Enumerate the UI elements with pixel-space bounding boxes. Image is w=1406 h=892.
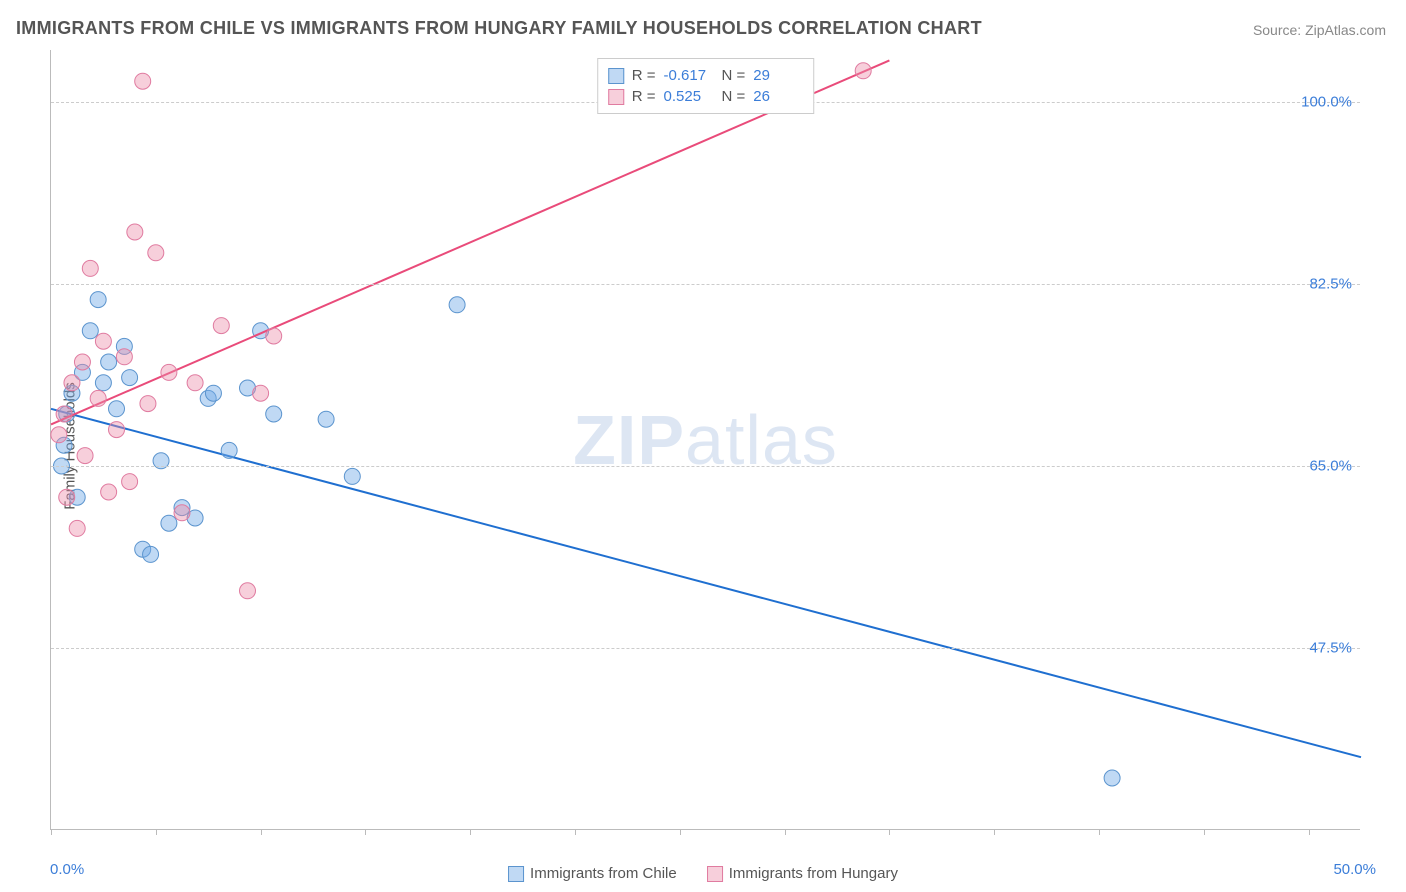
data-point (266, 328, 282, 344)
data-point (174, 505, 190, 521)
data-point (82, 260, 98, 276)
data-point (101, 354, 117, 370)
data-point (51, 427, 67, 443)
x-tick (785, 829, 786, 835)
data-point (122, 370, 138, 386)
legend-swatch (608, 68, 624, 84)
legend-swatch (508, 866, 524, 882)
gridline (51, 284, 1360, 285)
r-value: -0.617 (664, 67, 714, 84)
data-point (344, 468, 360, 484)
x-tick (1204, 829, 1205, 835)
series-name: Immigrants from Chile (530, 865, 677, 882)
y-tick-label: 82.5% (1309, 276, 1352, 293)
x-tick (156, 829, 157, 835)
gridline (51, 648, 1360, 649)
n-value: 26 (753, 88, 803, 105)
data-point (161, 515, 177, 531)
correlation-legend: R = -0.617 N = 29 R = 0.525 N = 26 (597, 58, 815, 114)
data-point (90, 292, 106, 308)
data-point (140, 396, 156, 412)
plot-area: ZIPatlas R =-0.617N =29R =0.525N =26 100… (50, 50, 1360, 830)
x-tick (680, 829, 681, 835)
data-point (122, 474, 138, 490)
x-tick (365, 829, 366, 835)
r-label: R = (632, 67, 656, 84)
data-point (143, 546, 159, 562)
series-legend-item: Immigrants from Chile (508, 865, 677, 882)
data-point (101, 484, 117, 500)
data-point (74, 354, 90, 370)
y-tick-label: 47.5% (1309, 640, 1352, 657)
data-point (187, 375, 203, 391)
data-point (855, 63, 871, 79)
data-point (148, 245, 164, 261)
chart-title: IMMIGRANTS FROM CHILE VS IMMIGRANTS FROM… (16, 18, 982, 39)
legend-row: R = 0.525 N = 26 (608, 86, 804, 107)
x-tick (470, 829, 471, 835)
data-point (1104, 770, 1120, 786)
x-axis-min-label: 0.0% (50, 861, 84, 878)
n-value: 29 (753, 67, 803, 84)
data-point (109, 401, 125, 417)
data-point (127, 224, 143, 240)
x-tick (575, 829, 576, 835)
gridline (51, 466, 1360, 467)
data-point (221, 442, 237, 458)
data-point (90, 390, 106, 406)
legend-swatch (608, 89, 624, 105)
series-legend-item: Immigrants from Hungary (707, 865, 898, 882)
series-name: Immigrants from Hungary (729, 865, 898, 882)
plot-svg (51, 50, 1360, 829)
data-point (253, 385, 269, 401)
data-point (59, 489, 75, 505)
data-point (161, 364, 177, 380)
n-label: N = (722, 67, 746, 84)
data-point (82, 323, 98, 339)
data-point (135, 73, 151, 89)
chart-container: IMMIGRANTS FROM CHILE VS IMMIGRANTS FROM… (0, 0, 1406, 892)
source-label: Source: ZipAtlas.com (1253, 22, 1386, 38)
x-tick (1309, 829, 1310, 835)
x-axis-max-label: 50.0% (1333, 861, 1376, 878)
data-point (69, 520, 85, 536)
r-label: R = (632, 88, 656, 105)
data-point (240, 583, 256, 599)
x-tick (889, 829, 890, 835)
series-legend: Immigrants from Chile Immigrants from Hun… (508, 865, 898, 882)
data-point (213, 318, 229, 334)
data-point (116, 349, 132, 365)
data-point (266, 406, 282, 422)
data-point (205, 385, 221, 401)
data-point (56, 406, 72, 422)
legend-swatch (707, 866, 723, 882)
data-point (109, 422, 125, 438)
data-point (77, 448, 93, 464)
x-tick (994, 829, 995, 835)
x-tick (51, 829, 52, 835)
legend-row: R = -0.617 N = 29 (608, 65, 804, 86)
x-tick (1099, 829, 1100, 835)
data-point (95, 375, 111, 391)
x-tick (261, 829, 262, 835)
y-tick-label: 100.0% (1301, 94, 1352, 111)
data-point (449, 297, 465, 313)
y-tick-label: 65.0% (1309, 458, 1352, 475)
data-point (318, 411, 334, 427)
r-value: 0.525 (664, 88, 714, 105)
data-point (95, 333, 111, 349)
data-point (64, 375, 80, 391)
n-label: N = (722, 88, 746, 105)
